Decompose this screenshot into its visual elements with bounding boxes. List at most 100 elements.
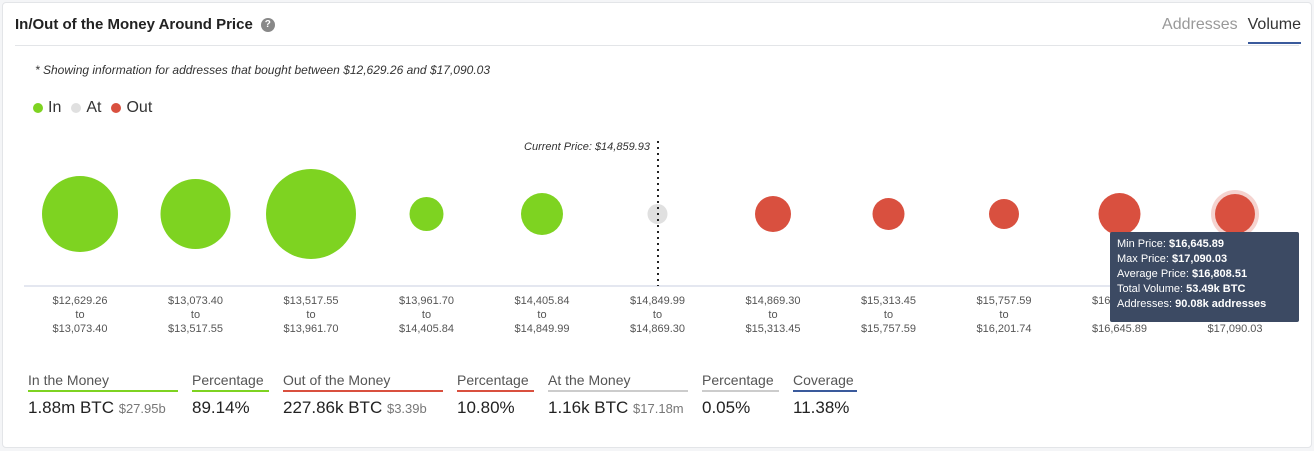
bubble-in[interactable] [266,169,356,259]
stat-value: 227.86k BTC $3.39b [283,398,443,418]
x-tick-label: to [422,309,431,321]
stat-label: Percentage [702,372,779,392]
bubble-out[interactable] [872,198,905,230]
stat-out-money: Out of the Money 227.86k BTC $3.39b [283,372,443,418]
x-tick-label: $16,645.89 [1092,323,1147,335]
legend-at[interactable]: At [71,99,101,117]
x-tick-label: to [75,309,84,321]
stat-label: Percentage [192,372,269,392]
bubble-in[interactable] [160,179,231,249]
bubble-in[interactable] [521,193,563,235]
stat-at-money: At the Money 1.16k BTC $17.18m [548,372,688,418]
tooltip-val: $16,808.51 [1192,268,1248,280]
stat-main: 227.86k BTC [283,398,383,417]
legend-out-dot [111,103,122,113]
legend-at-dot [71,103,82,113]
tooltip-val: $16,645.89 [1168,238,1225,250]
stat-label: Percentage [457,372,534,392]
tab-volume[interactable]: Volume [1247,16,1301,44]
bubble-in[interactable] [409,197,444,231]
stat-label: In the Money [28,372,178,392]
stat-value: 0.05% [702,398,751,417]
x-tick-label: $13,073.40 [52,323,107,335]
stat-value: 89.14% [192,398,250,417]
x-tick-label: $14,405.84 [514,295,569,307]
tooltip-key: Addresses: [1117,298,1173,310]
bubble-out[interactable] [755,196,791,232]
x-tick-label: $13,961.70 [399,295,454,307]
tooltip-row: Min Price: $16,645.89 [1117,237,1292,252]
tab-addresses[interactable]: Addresses [1162,16,1238,33]
x-tick-label: $13,517.55 [168,323,223,335]
bubble-in[interactable] [42,176,118,252]
bubble-out[interactable] [1215,194,1255,234]
stat-value: 10.80% [457,398,515,417]
stat-label: Coverage [793,372,857,392]
x-tick-label: $14,869.30 [630,323,685,335]
x-tick-label: $17,090.03 [1207,323,1262,335]
x-tick-label: $12,629.26 [52,295,107,307]
stat-sub: $17.18m [633,401,684,416]
x-tick-label: $16,201.74 [976,323,1031,335]
view-tabs: Addresses Volume [1162,16,1301,44]
tooltip-key: Average Price: [1117,268,1189,280]
bubble-out[interactable] [1098,193,1141,235]
tooltip-key: Min Price: [1117,238,1166,250]
x-tick-label: $14,849.99 [514,323,569,335]
x-tick-label: $14,405.84 [399,323,454,335]
help-icon[interactable]: ? [260,17,275,32]
x-tick-label: $15,757.59 [861,323,916,335]
stat-main: 1.88m BTC [28,398,114,417]
x-tick-label: $14,849.99 [630,295,685,307]
current-price-label: Current Price: $14,859.93 [524,141,651,153]
tooltip-row: Average Price: $16,808.51 [1117,267,1292,282]
tooltip-row: Total Volume: 53.49k BTC [1117,282,1292,297]
stat-at-pct: Percentage 0.05% [702,372,779,418]
bubble-out[interactable] [989,199,1019,229]
x-tick-label: to [537,309,546,321]
stat-sub: $3.39b [386,401,427,416]
stat-value: 1.88m BTC $27.95b [28,398,178,418]
x-tick-label: to [768,309,777,321]
stat-value: 1.16k BTC $17.18m [548,398,688,418]
x-tick-label: to [999,309,1008,321]
x-tick-label: $13,961.70 [283,323,338,335]
stat-label: Out of the Money [283,372,443,392]
x-tick-label: $15,757.59 [976,295,1031,307]
tooltip-val: 53.49k BTC [1186,283,1246,295]
legend-out-label: Out [126,99,153,116]
stat-in-money: In the Money 1.88m BTC $27.95b [28,372,178,418]
stat-in-pct: Percentage 89.14% [192,372,269,418]
summary-stats: In the Money 1.88m BTC $27.95b Percentag… [28,372,871,418]
tooltip-key: Total Volume: [1117,283,1184,295]
stat-value: 11.38% [793,398,850,417]
x-tick-label: to [653,309,662,321]
range-note: * Showing information for addresses that… [35,63,490,77]
bubble-tooltip: Min Price: $16,645.89 Max Price: $17,090… [1110,232,1299,322]
stat-coverage: Coverage 11.38% [793,372,857,418]
stat-label: At the Money [548,372,688,392]
legend-in-label: In [48,99,62,116]
legend-at-label: At [86,99,102,116]
legend-out[interactable]: Out [111,99,152,117]
tooltip-row: Max Price: $17,090.03 [1117,252,1292,267]
title-text: In/Out of the Money Around Price [15,16,253,33]
tooltip-val: 90.08k addresses [1175,298,1267,310]
tooltip-key: Max Price: [1117,253,1169,265]
header-divider [15,45,1299,46]
stat-main: 1.16k BTC [548,398,629,417]
x-tick-label: $14,869.30 [745,295,800,307]
stat-sub: $27.95b [118,401,166,416]
x-tick-label: $15,313.45 [745,323,800,335]
chart-legend: In At Out [33,99,152,117]
tooltip-row: Addresses: 90.08k addresses [1117,297,1292,312]
x-tick-label: $13,073.40 [168,295,223,307]
x-tick-label: to [884,309,893,321]
tooltip-val: $17,090.03 [1172,253,1228,265]
legend-in[interactable]: In [33,99,61,117]
x-tick-label: $13,517.55 [283,295,338,307]
x-tick-label: to [191,309,200,321]
x-tick-label: to [306,309,315,321]
stat-out-pct: Percentage 10.80% [457,372,534,418]
